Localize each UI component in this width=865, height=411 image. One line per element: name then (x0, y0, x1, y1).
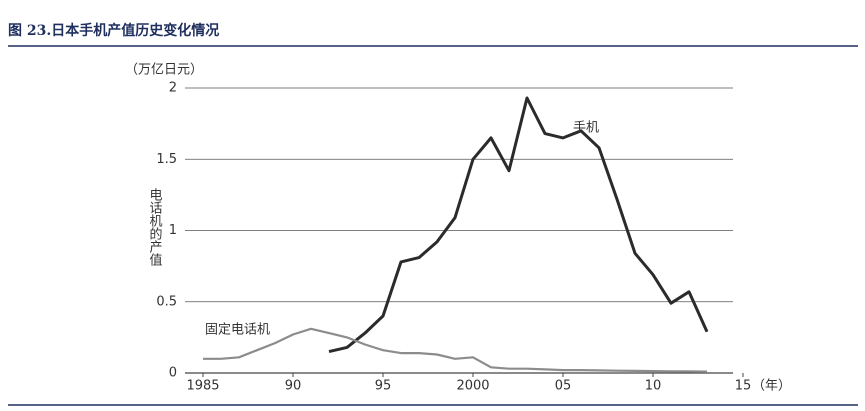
series-label: 固定电话机 (205, 323, 270, 338)
x-tick-label: 05 (555, 379, 572, 394)
x-tick-label: 10 (645, 379, 662, 394)
x-unit: （年） (752, 379, 791, 394)
series-label: 手机 (573, 121, 599, 136)
x-tick-label: 15 (735, 379, 752, 394)
y-tick-label: 2 (169, 81, 177, 96)
y-tick-label: 1 (169, 223, 177, 238)
x-tick-label: 90 (285, 379, 302, 394)
x-tick-label: 95 (375, 379, 392, 394)
y-tick-label: 0 (169, 366, 177, 381)
x-tick-label: 1985 (186, 379, 219, 394)
y-tick-label: 0.5 (156, 294, 177, 309)
y-tick-label: 1.5 (156, 152, 177, 167)
y-axis-label: 电话机的产值 (147, 188, 163, 267)
series-line (203, 327, 708, 373)
y-unit: （万亿日元） (125, 63, 203, 78)
chart-title: 图 23.日本手机产值历史变化情况 (8, 22, 219, 39)
x-tick-label: 2000 (456, 379, 489, 394)
series-line (328, 96, 709, 354)
